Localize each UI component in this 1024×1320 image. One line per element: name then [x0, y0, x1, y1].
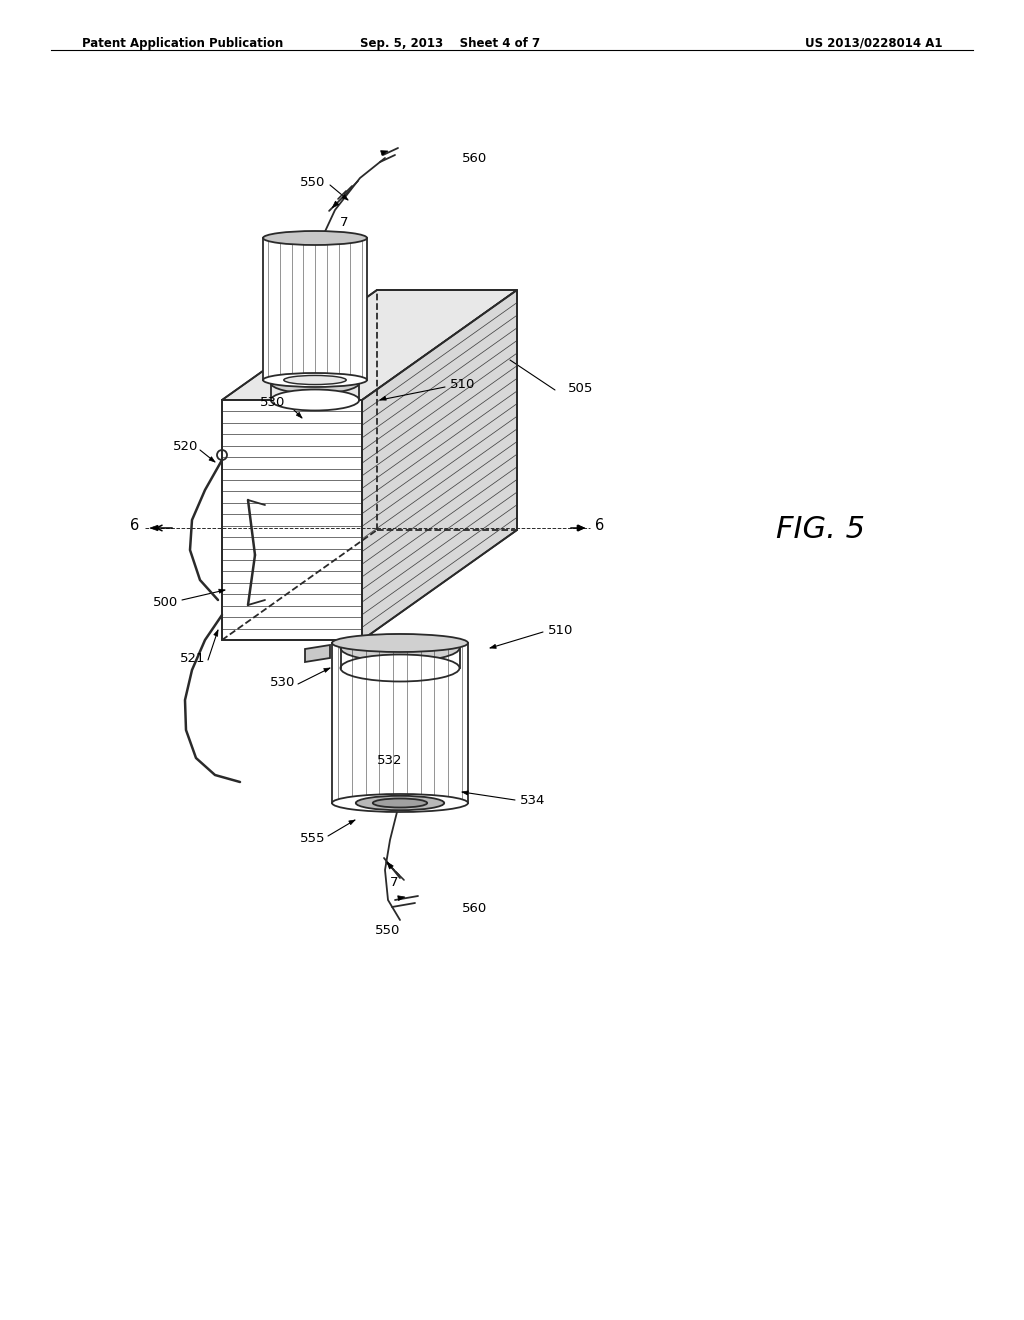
- Polygon shape: [222, 400, 362, 640]
- Text: 521: 521: [179, 652, 205, 664]
- Ellipse shape: [332, 634, 468, 652]
- Ellipse shape: [263, 231, 367, 246]
- Text: Sep. 5, 2013    Sheet 4 of 7: Sep. 5, 2013 Sheet 4 of 7: [360, 37, 541, 50]
- Polygon shape: [577, 525, 585, 531]
- Text: 510: 510: [548, 623, 573, 636]
- Polygon shape: [462, 791, 468, 795]
- Polygon shape: [305, 645, 330, 663]
- Polygon shape: [296, 412, 302, 418]
- Text: 555: 555: [299, 832, 325, 845]
- Polygon shape: [150, 525, 158, 531]
- Text: 532: 532: [377, 754, 402, 767]
- Text: 7: 7: [340, 215, 348, 228]
- Polygon shape: [222, 290, 517, 400]
- Ellipse shape: [332, 795, 468, 812]
- Polygon shape: [214, 630, 218, 636]
- Polygon shape: [324, 668, 330, 672]
- Text: 550: 550: [300, 177, 325, 190]
- Text: US 2013/0228014 A1: US 2013/0228014 A1: [805, 37, 942, 50]
- Ellipse shape: [263, 374, 367, 387]
- Text: 505: 505: [568, 381, 593, 395]
- Ellipse shape: [355, 796, 444, 810]
- Polygon shape: [349, 820, 355, 825]
- Text: 560: 560: [462, 152, 487, 165]
- Polygon shape: [342, 194, 348, 201]
- Text: 560: 560: [462, 902, 487, 915]
- Polygon shape: [380, 396, 386, 400]
- Ellipse shape: [270, 372, 359, 393]
- Polygon shape: [490, 644, 497, 648]
- Text: 7: 7: [389, 876, 398, 890]
- Ellipse shape: [341, 655, 460, 681]
- Polygon shape: [362, 290, 517, 640]
- Text: 530: 530: [260, 396, 285, 408]
- Text: 6: 6: [595, 517, 604, 532]
- Polygon shape: [387, 862, 393, 869]
- Ellipse shape: [373, 799, 427, 808]
- Text: 500: 500: [153, 595, 178, 609]
- Text: 6: 6: [130, 517, 139, 532]
- Polygon shape: [397, 896, 406, 900]
- Text: 510: 510: [450, 379, 475, 392]
- Polygon shape: [332, 201, 339, 207]
- Ellipse shape: [284, 375, 346, 384]
- Polygon shape: [209, 457, 215, 462]
- Text: 550: 550: [376, 924, 400, 936]
- Polygon shape: [219, 589, 225, 593]
- Text: FIG. 5: FIG. 5: [775, 516, 864, 544]
- Polygon shape: [263, 238, 367, 380]
- Text: 520: 520: [173, 441, 198, 454]
- Ellipse shape: [270, 389, 359, 411]
- Text: 534: 534: [520, 793, 546, 807]
- Text: 530: 530: [269, 676, 295, 689]
- Polygon shape: [381, 150, 388, 156]
- Ellipse shape: [341, 635, 460, 661]
- Text: Patent Application Publication: Patent Application Publication: [82, 37, 284, 50]
